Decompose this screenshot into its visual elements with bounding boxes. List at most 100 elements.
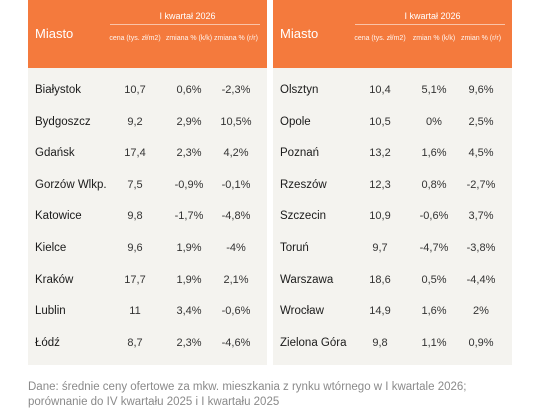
city-name: Toruń: [280, 241, 309, 254]
yy-change-value: 2%: [473, 305, 489, 318]
right-table: I kwartał 2026 Miasto cena (tys. zł/m2) …: [273, 0, 512, 365]
yy-change-value: -3,8%: [466, 241, 496, 254]
qq-change-column-header: zmian % (k/k): [412, 35, 456, 42]
qq-change-column-header: zmiana % (k/k): [165, 35, 213, 42]
city-name: Olsztyn: [280, 84, 319, 96]
qq-change-value: 2,3%: [176, 147, 202, 160]
quarter-label: I kwartał 2026: [159, 11, 216, 21]
table-row: Gdańsk 17,4 2,3% 4,2%: [28, 139, 267, 171]
qq-change-value: -4,7%: [419, 241, 449, 254]
yy-change-value: 0,9%: [468, 336, 494, 349]
qq-change-value: 0,8%: [421, 178, 447, 191]
price-value: 9,8: [372, 336, 388, 349]
table-row: Kraków 17,7 1,9% 2,1%: [28, 266, 267, 298]
qq-change-value: -0,6%: [419, 210, 449, 223]
city-name: Poznań: [280, 147, 320, 160]
qq-change-value: -1,7%: [174, 210, 204, 223]
price-value: 10,5: [369, 115, 391, 128]
city-name: Kraków: [35, 273, 74, 286]
city-name: Białystok: [35, 84, 82, 96]
left-table: I kwartał 2026 Miasto cena (tys. zł/m2) …: [28, 0, 267, 365]
price-value: 18,6: [369, 273, 391, 286]
table-row: Olsztyn 10,4 5,1% 9,6%: [273, 76, 512, 108]
city-name: Zielona Góra: [280, 336, 347, 349]
yy-change-value: 3,7%: [468, 210, 494, 223]
table-row: Łódź 8,7 2,3% -4,6%: [28, 329, 267, 361]
header-divider: [355, 24, 505, 25]
table-row: Katowice 9,8 -1,7% -4,8%: [28, 202, 267, 234]
yy-change-value: -4,4%: [466, 273, 496, 286]
table-row: Toruń 9,7 -4,7% -3,8%: [273, 234, 512, 266]
city-column-header: Miasto: [35, 26, 74, 41]
qq-change-value: 1,9%: [176, 241, 202, 254]
yy-change-column-header: zmian % (r/r): [460, 35, 502, 42]
city-name: Wrocław: [280, 305, 324, 318]
table-row: Warszawa 18,6 0,5% -4,4%: [273, 266, 512, 298]
price-value: 17,7: [124, 273, 146, 286]
city-name: Łódź: [35, 336, 60, 349]
city-name: Bydgoszcz: [35, 115, 91, 128]
yy-change-value: 4,5%: [468, 147, 494, 160]
table-row: Wrocław 14,9 1,6% 2%: [273, 297, 512, 329]
table-row: Gorzów Wlkp. 7,5 -0,9% -0,1%: [28, 171, 267, 203]
city-name: Lublin: [35, 305, 66, 318]
table-row: Zielona Góra 9,8 1,1% 0,9%: [273, 329, 512, 361]
price-value: 9,7: [372, 241, 388, 254]
price-value: 9,2: [127, 115, 143, 128]
yy-change-value: -2,3%: [221, 84, 251, 96]
table-row: Szczecin 10,9 -0,6% 3,7%: [273, 202, 512, 234]
city-name: Warszawa: [280, 273, 334, 286]
qq-change-value: 1,9%: [176, 273, 202, 286]
qq-change-value: 0,5%: [421, 273, 447, 286]
yy-change-value: -4,8%: [221, 210, 251, 223]
source-note: Dane: średnie ceny ofertowe za mkw. mies…: [28, 381, 467, 408]
yy-change-column-header: zmiana % (r/r): [214, 35, 258, 42]
yy-change-value: 2,1%: [223, 273, 249, 286]
city-column-header: Miasto: [280, 26, 319, 41]
table-row: Poznań 13,2 1,6% 4,5%: [273, 139, 512, 171]
city-name: Rzeszów: [280, 178, 327, 191]
qq-change-value: 0,6%: [176, 84, 202, 96]
table-row: Opole 10,5 0% 2,5%: [273, 108, 512, 140]
left-table-body: Białystok 10,7 0,6% -2,3% Bydgoszcz 9,2 2,9% 10…: [28, 76, 267, 360]
yy-change-value: 9,6%: [468, 84, 494, 96]
city-name: Kielce: [35, 241, 67, 254]
city-name: Szczecin: [280, 210, 327, 223]
price-column-header: cena (tys. zł/m2): [109, 35, 161, 42]
price-value: 9,8: [127, 210, 143, 223]
yy-change-value: 10,5%: [220, 115, 252, 128]
price-value: 17,4: [124, 147, 146, 160]
yy-change-value: -4,6%: [221, 336, 251, 349]
header-divider: [110, 24, 260, 25]
right-table-body: Olsztyn 10,4 5,1% 9,6% Opole 10,5 0% 2,5% Poznań…: [273, 76, 512, 360]
qq-change-value: 1,6%: [421, 147, 447, 160]
quarter-label: I kwartał 2026: [404, 11, 461, 21]
yy-change-value: -0,1%: [221, 178, 251, 191]
table-row: Bydgoszcz 9,2 2,9% 10,5%: [28, 108, 267, 140]
price-value: 14,9: [369, 305, 391, 318]
yy-change-value: -0,6%: [221, 305, 251, 318]
price-value: 10,7: [124, 84, 146, 96]
city-name: Katowice: [35, 210, 82, 223]
left-table-header: I kwartał 2026 Miasto cena (tys. zł/m2) …: [28, 0, 267, 68]
qq-change-value: 5,1%: [421, 84, 447, 96]
qq-change-value: 0%: [426, 115, 442, 128]
price-value: 11: [129, 305, 141, 318]
qq-change-value: 2,3%: [176, 336, 202, 349]
qq-change-value: 1,1%: [421, 336, 447, 349]
table-row: Kielce 9,6 1,9% -4%: [28, 234, 267, 266]
table-row: Rzeszów 12,3 0,8% -2,7%: [273, 171, 512, 203]
table-row: Białystok 10,7 0,6% -2,3%: [28, 76, 267, 108]
yy-change-value: 2,5%: [468, 115, 494, 128]
yy-change-value: -2,7%: [466, 178, 496, 191]
price-column-header: cena (tys. zł/m2): [354, 35, 406, 42]
yy-change-value: -4%: [226, 241, 246, 254]
city-name: Opole: [280, 115, 311, 128]
table-row: Lublin 11 3,4% -0,6%: [28, 297, 267, 329]
price-value: 9,6: [127, 241, 143, 254]
price-value: 10,9: [369, 210, 391, 223]
right-table-header: I kwartał 2026 Miasto cena (tys. zł/m2) …: [273, 0, 512, 68]
price-value: 7,5: [127, 178, 143, 191]
qq-change-value: -0,9%: [174, 178, 204, 191]
price-value: 8,7: [127, 336, 143, 349]
